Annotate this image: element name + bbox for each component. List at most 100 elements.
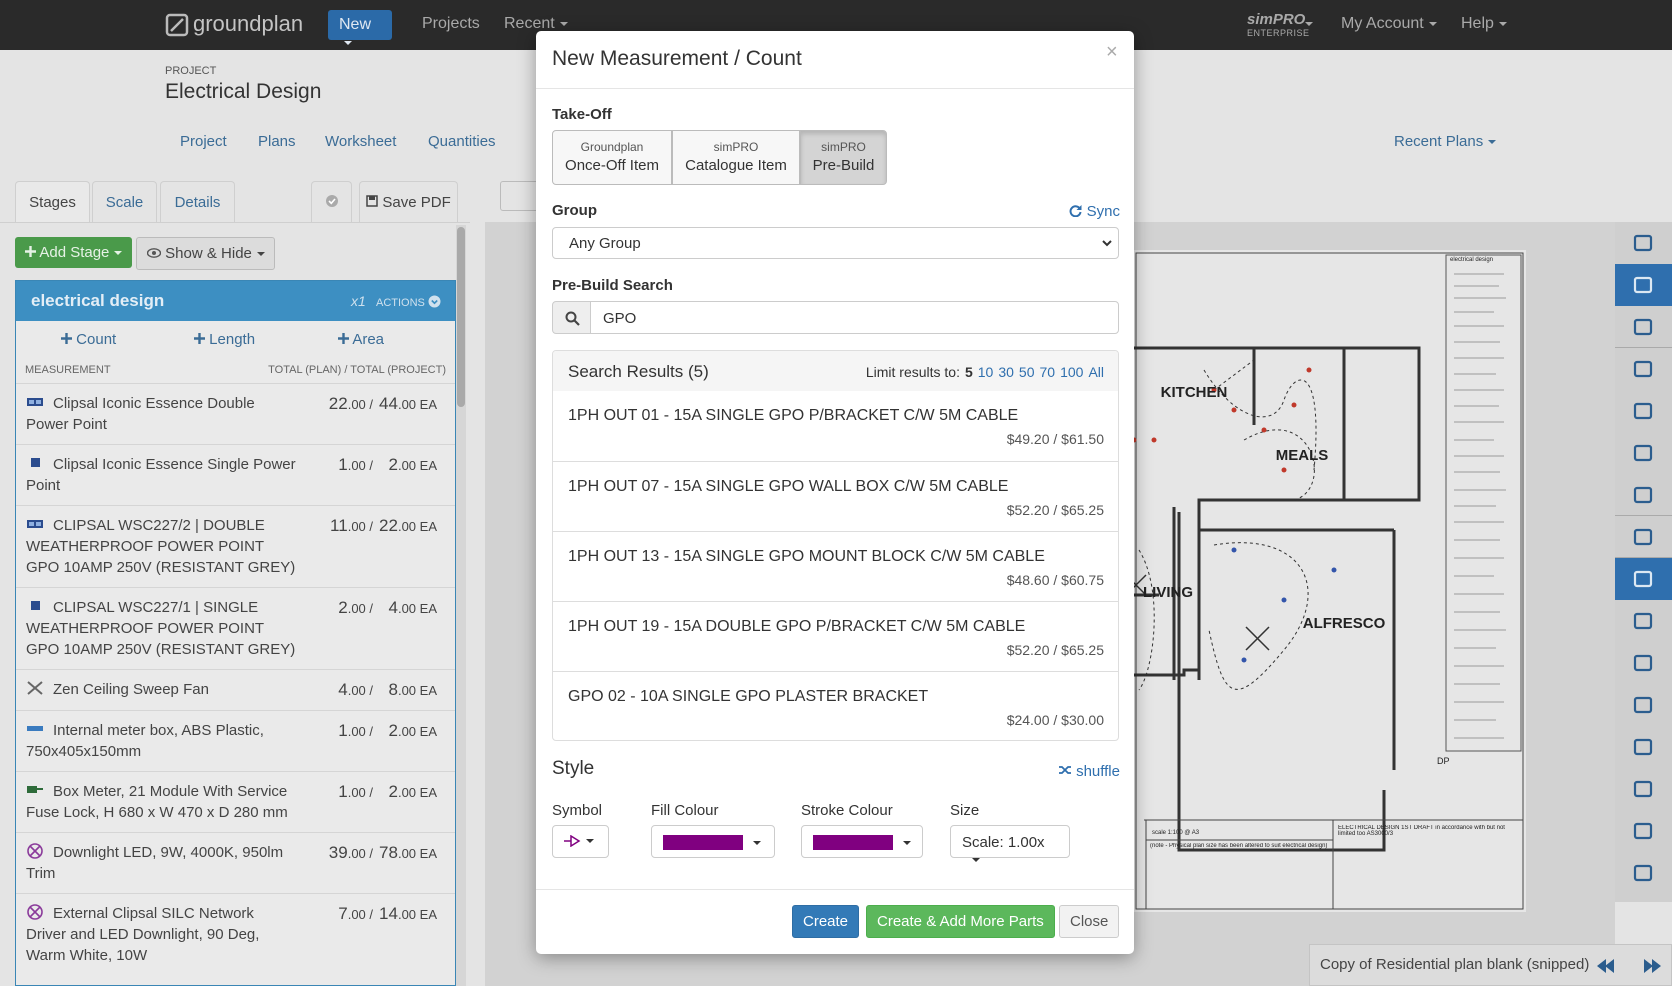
tool-button[interactable] bbox=[1615, 558, 1672, 600]
sync-link[interactable]: Sync bbox=[1069, 203, 1120, 220]
tool-button[interactable] bbox=[1615, 306, 1672, 348]
project-total: 22.00 EA bbox=[373, 515, 437, 578]
plus-icon bbox=[25, 246, 36, 257]
show-hide[interactable]: Show & Hide bbox=[136, 237, 275, 270]
measurement-name: Box Meter, 21 Module With Service Fuse L… bbox=[26, 781, 298, 823]
measurement-name: Internal meter box, ABS Plastic, 750x405… bbox=[26, 720, 298, 762]
plan-note: (note - Physical plan size has been alte… bbox=[1150, 843, 1328, 849]
tool-button[interactable] bbox=[1615, 390, 1672, 432]
plan-nav[interactable] bbox=[1595, 958, 1665, 974]
approve-tab[interactable] bbox=[311, 181, 352, 222]
undo-button[interactable] bbox=[500, 181, 540, 211]
help-label: Help bbox=[1461, 15, 1494, 32]
size-picker[interactable]: Scale: 1.00x bbox=[950, 825, 1070, 863]
size-label: Size bbox=[950, 802, 980, 819]
stage-tool[interactable]: Count bbox=[61, 331, 116, 348]
tool-button[interactable] bbox=[1615, 432, 1672, 474]
project-decimal: .00 EA bbox=[397, 397, 437, 412]
tool-button[interactable] bbox=[1615, 642, 1672, 684]
project-tab[interactable]: Worksheet bbox=[325, 133, 397, 150]
tool-button[interactable] bbox=[1615, 264, 1672, 306]
search-input[interactable]: GPO bbox=[590, 301, 1119, 334]
measurement-row[interactable]: External Clipsal SILC Network Driver and… bbox=[16, 893, 455, 975]
measurement-name: External Clipsal SILC Network Driver and… bbox=[26, 903, 298, 966]
result-item[interactable]: 1PH OUT 01 - 15A SINGLE GPO P/BRACKET C/… bbox=[553, 391, 1118, 461]
nav-recent[interactable]: Recent bbox=[504, 15, 568, 33]
tool-button[interactable] bbox=[1615, 516, 1672, 558]
measurement-row[interactable]: Internal meter box, ABS Plastic, 750x405… bbox=[16, 710, 455, 771]
measurement-row[interactable]: Clipsal Iconic Essence Double Power Poin… bbox=[16, 383, 455, 444]
project-whole: 14 bbox=[379, 904, 398, 923]
new-button[interactable]: New bbox=[328, 10, 392, 45]
plan-total: 1.00 / bbox=[298, 454, 373, 496]
limit-option[interactable]: 50 bbox=[1018, 364, 1035, 380]
tool-button[interactable] bbox=[1615, 810, 1672, 852]
result-item[interactable]: 1PH OUT 19 - 15A DOUBLE GPO P/BRACKET C/… bbox=[553, 601, 1118, 671]
tool-button[interactable] bbox=[1615, 600, 1672, 642]
measurement-row[interactable]: Zen Ceiling Sweep Fan 4.00 /8.00 EA bbox=[16, 669, 455, 710]
tool-button[interactable] bbox=[1615, 348, 1672, 390]
result-item[interactable]: 1PH OUT 07 - 15A SINGLE GPO WALL BOX C/W… bbox=[553, 461, 1118, 531]
tool-button[interactable] bbox=[1615, 684, 1672, 726]
limit-option[interactable]: All bbox=[1088, 364, 1104, 380]
recent-plans-label: Recent Plans bbox=[1394, 133, 1484, 150]
measurement-row[interactable]: CLIPSAL WSC227/2 | DOUBLE WEATHERPROOF P… bbox=[16, 505, 455, 587]
project-whole: 8 bbox=[388, 680, 398, 699]
modal-close[interactable]: × bbox=[1106, 41, 1118, 63]
stage-tool[interactable]: Length bbox=[194, 331, 255, 348]
save-pdf[interactable]: Save PDF bbox=[359, 181, 458, 222]
recent-plans[interactable]: Recent Plans bbox=[1394, 133, 1497, 150]
legend-lines bbox=[1454, 273, 1506, 739]
stage-multiplier: x1 bbox=[351, 293, 366, 309]
close-button[interactable]: Close bbox=[1059, 905, 1120, 938]
plan-whole: 2 bbox=[338, 598, 348, 617]
measurement-row[interactable]: Clipsal Iconic Essence Single Power Poin… bbox=[16, 444, 455, 505]
tool-button[interactable] bbox=[1615, 474, 1672, 516]
stage-tool[interactable]: Area bbox=[338, 331, 384, 348]
shuffle-link[interactable]: shuffle bbox=[1058, 763, 1120, 780]
stroke-picker[interactable] bbox=[801, 825, 923, 858]
project-tab[interactable]: Quantities bbox=[428, 133, 496, 150]
sidebar-tab[interactable]: Scale bbox=[92, 181, 157, 222]
nav-account[interactable]: My Account bbox=[1341, 15, 1437, 33]
limit-option[interactable]: 70 bbox=[1039, 364, 1056, 380]
symbol-picker[interactable] bbox=[552, 825, 609, 858]
project-tab[interactable]: Project bbox=[180, 133, 227, 150]
measurement-row[interactable]: Downlight LED, 9W, 4000K, 950lm Trim 39.0… bbox=[16, 832, 455, 893]
add-stage[interactable]: Add Stage bbox=[15, 237, 132, 268]
tool-button[interactable] bbox=[1615, 852, 1672, 894]
room-label: LIVING bbox=[1143, 584, 1193, 601]
project-tab[interactable]: Plans bbox=[258, 133, 296, 150]
fill-picker[interactable] bbox=[651, 825, 775, 858]
brand[interactable]: groundplan bbox=[193, 11, 304, 36]
scroll-thumb[interactable] bbox=[457, 227, 465, 407]
create-more-button[interactable]: Create & Add More Parts bbox=[866, 905, 1055, 938]
limit-option[interactable]: 10 bbox=[977, 364, 994, 380]
nav-projects[interactable]: Projects bbox=[422, 15, 480, 32]
limit-option[interactable]: 5 bbox=[964, 364, 973, 380]
group-select[interactable]: Any Group bbox=[552, 227, 1119, 259]
measurement-row[interactable]: Box Meter, 21 Module With Service Fuse L… bbox=[16, 771, 455, 832]
symbol-label: Symbol bbox=[552, 802, 603, 819]
result-item[interactable]: GPO 02 - 10A SINGLE GPO PLASTER BRACKET $… bbox=[553, 671, 1118, 740]
measurement-row[interactable]: CLIPSAL WSC227/1 | SINGLE WEATHERPROOF P… bbox=[16, 587, 455, 669]
tool-button[interactable] bbox=[1615, 726, 1672, 768]
simpro-menu[interactable]: simPRO ENTERPRISE bbox=[1247, 11, 1310, 38]
sync-icon bbox=[1070, 205, 1082, 218]
create-button[interactable]: Create bbox=[792, 905, 860, 938]
stage-actions[interactable]: ACTIONS bbox=[376, 295, 441, 309]
sidebar-tab[interactable]: Stages bbox=[15, 181, 90, 222]
result-item[interactable]: 1PH OUT 13 - 15A SINGLE GPO MOUNT BLOCK … bbox=[553, 531, 1118, 601]
sidebar-tab[interactable]: Details bbox=[160, 181, 235, 222]
takeoff-option[interactable]: simPRO Catalogue Item bbox=[672, 130, 800, 185]
nav-help[interactable]: Help bbox=[1461, 15, 1507, 33]
tool-button[interactable] bbox=[1615, 768, 1672, 810]
takeoff-option[interactable]: Groundplan Once-Off Item bbox=[552, 130, 672, 185]
limit-option[interactable]: 30 bbox=[998, 364, 1014, 380]
stage-name[interactable]: electrical design bbox=[31, 291, 165, 310]
takeoff-option[interactable]: simPRO Pre-Build bbox=[800, 130, 887, 185]
limit-option[interactable]: 100 bbox=[1060, 364, 1084, 380]
tool-button[interactable] bbox=[1615, 222, 1672, 264]
toolbar bbox=[1615, 222, 1672, 902]
column-header: MEASUREMENT TOTAL (PLAN) / TOTAL (PROJEC… bbox=[16, 359, 455, 383]
